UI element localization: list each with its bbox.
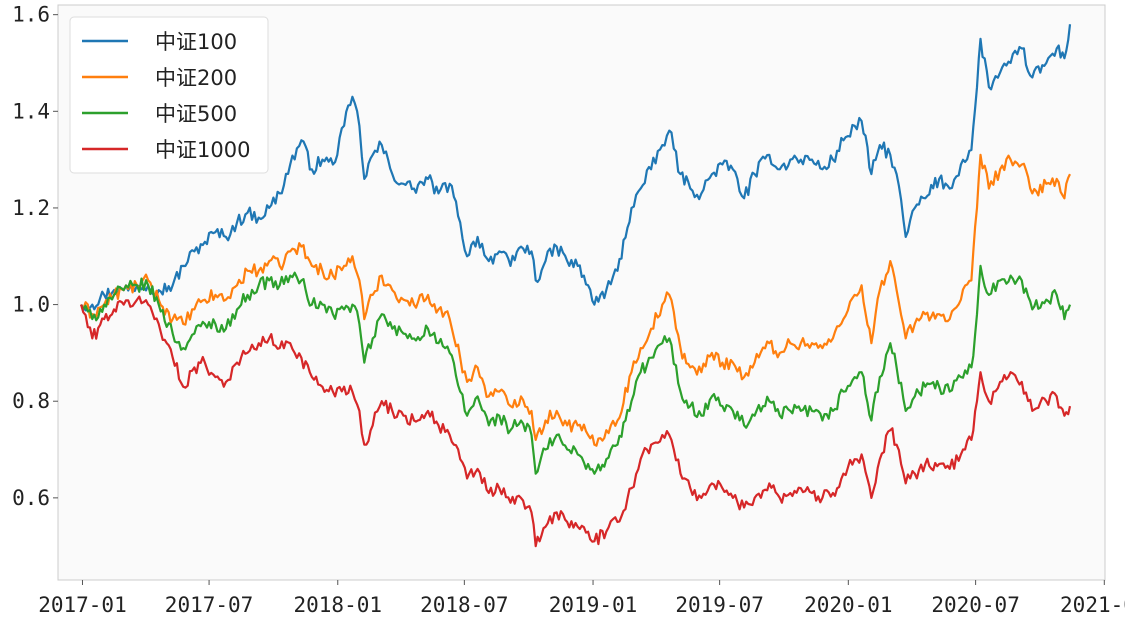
x-tick-label: 2017-01 — [38, 593, 127, 617]
legend-label: 中证500 — [155, 102, 237, 126]
series-line-1 — [80, 24, 1072, 312]
y-tick-label: 1.2 — [12, 196, 50, 220]
legend-label: 中证100 — [155, 30, 237, 54]
series-line-3 — [80, 264, 1072, 475]
x-tick-label: 2018-01 — [294, 593, 383, 617]
legend-label: 中证1000 — [155, 138, 250, 162]
legend: 中证100 中证200 中证500 中证1000 — [69, 16, 269, 174]
x-axis: 2017-01 2017-07 2018-01 2018-07 2019-01 2019-… — [38, 580, 1125, 617]
legend-label: 中证200 — [155, 66, 237, 90]
y-axis: 0.6 0.8 1.0 1.2 1.4 1.6 — [12, 3, 58, 510]
x-tick-label: 2020-07 — [931, 593, 1020, 617]
x-tick-label: 2017-07 — [165, 593, 254, 617]
series-layer — [80, 24, 1072, 548]
y-tick-label: 1.4 — [12, 99, 50, 123]
x-tick-label: 2019-01 — [549, 593, 638, 617]
y-tick-label: 0.8 — [12, 389, 50, 413]
y-tick-label: 1.0 — [12, 293, 50, 317]
x-tick-label: 2021-01 — [1060, 593, 1125, 617]
y-tick-label: 1.6 — [12, 3, 50, 27]
x-tick-label: 2018-07 — [420, 593, 509, 617]
x-tick-label: 2020-01 — [804, 593, 893, 617]
x-tick-label: 2019-07 — [675, 593, 764, 617]
y-tick-label: 0.6 — [12, 486, 50, 510]
legend-box — [69, 16, 269, 174]
series-line-4 — [80, 295, 1072, 548]
series-line-2 — [80, 153, 1071, 447]
